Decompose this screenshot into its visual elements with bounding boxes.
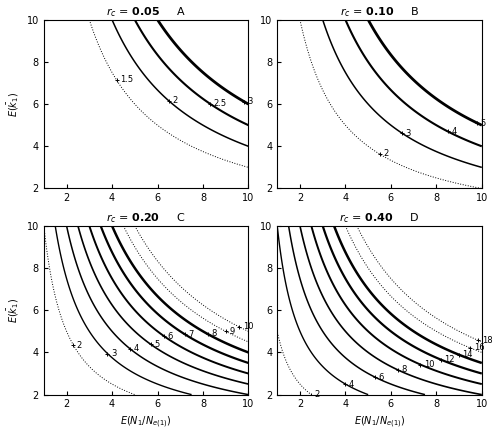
Text: 2: 2 xyxy=(383,150,388,158)
Text: 2: 2 xyxy=(315,390,320,399)
Text: 3: 3 xyxy=(111,349,117,358)
Text: 2: 2 xyxy=(172,96,177,106)
Text: 9: 9 xyxy=(229,327,235,336)
Title: $r_c$ = $\mathbf{0.10}$     B: $r_c$ = $\mathbf{0.10}$ B xyxy=(340,6,419,19)
Text: 2: 2 xyxy=(77,341,82,350)
Text: 7: 7 xyxy=(188,330,194,339)
Text: 8: 8 xyxy=(211,330,216,338)
Title: $r_c$ = $\mathbf{0.20}$     C: $r_c$ = $\mathbf{0.20}$ C xyxy=(107,212,186,225)
Text: 12: 12 xyxy=(444,355,455,364)
X-axis label: $E(N_1/N_{e(1)})$: $E(N_1/N_{e(1)})$ xyxy=(354,415,405,430)
Text: 6: 6 xyxy=(378,373,384,382)
Text: 1.5: 1.5 xyxy=(120,75,133,85)
Y-axis label: $E(\bar{k}_1)$: $E(\bar{k}_1)$ xyxy=(5,92,21,117)
Text: 4: 4 xyxy=(133,344,139,354)
Text: 8: 8 xyxy=(401,365,406,375)
Text: 5: 5 xyxy=(481,119,486,128)
X-axis label: $E(N_1/N_{e(1)})$: $E(N_1/N_{e(1)})$ xyxy=(121,415,172,430)
Text: 10: 10 xyxy=(424,360,434,369)
Text: 3: 3 xyxy=(406,129,411,138)
Title: $r_c$ = $\mathbf{0.40}$     D: $r_c$ = $\mathbf{0.40}$ D xyxy=(339,212,420,225)
Text: 4: 4 xyxy=(349,380,354,388)
Text: 16: 16 xyxy=(474,344,485,352)
Text: 3: 3 xyxy=(248,97,252,106)
Text: 5: 5 xyxy=(154,340,159,349)
Text: 18: 18 xyxy=(482,336,493,345)
Text: 4: 4 xyxy=(451,127,456,136)
Text: 6: 6 xyxy=(168,332,173,341)
Y-axis label: $E(\bar{k}_1)$: $E(\bar{k}_1)$ xyxy=(5,298,21,323)
Title: $r_c$ = $\mathbf{0.05}$     A: $r_c$ = $\mathbf{0.05}$ A xyxy=(106,6,186,19)
Text: 10: 10 xyxy=(243,323,253,331)
Text: 14: 14 xyxy=(463,350,473,359)
Text: 2.5: 2.5 xyxy=(213,99,226,108)
